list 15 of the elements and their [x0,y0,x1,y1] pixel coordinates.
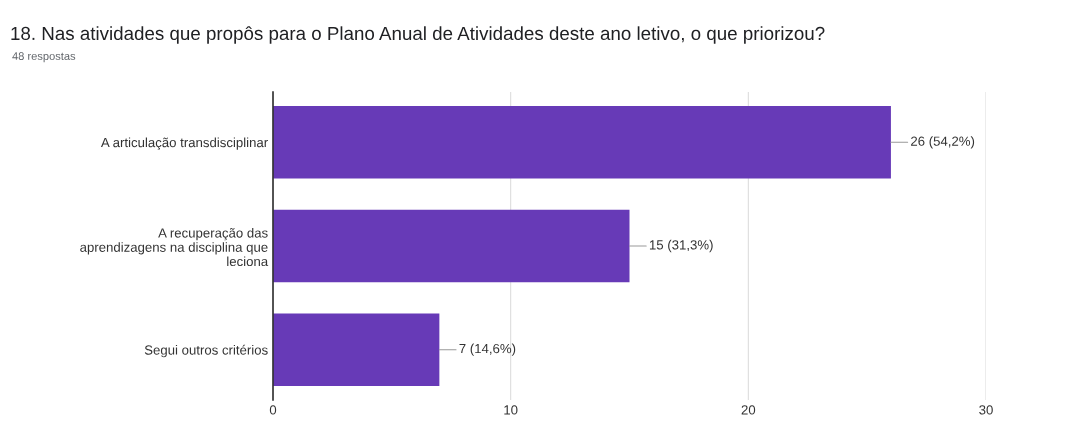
data-label: 26 (54,2%) [911,136,975,149]
bar [273,313,440,386]
text: 48 respostas [12,52,76,63]
x-tick-label: 10 [504,405,518,415]
x-tick-label: 0 [269,405,277,415]
x-tick-label: 30 [979,405,993,415]
x-tick-label: 20 [741,405,756,415]
y-tick-label: A recuperação das aprendizagens na disciplina que leciona [80,227,269,267]
data-label: 7 (14,6%) [459,343,516,356]
y-tick-label: A articulação transdisciplinar [100,137,268,150]
bar [273,106,891,179]
bar [273,209,630,283]
chart-title: 18. Nas atividades que propôs para o Plano Anual de Atividades deste ano letivo, o que priorizou? [11,26,825,44]
data-label: 15 (31,3%) [649,239,713,253]
y-tick-label: Segui outros critérios [144,344,268,358]
